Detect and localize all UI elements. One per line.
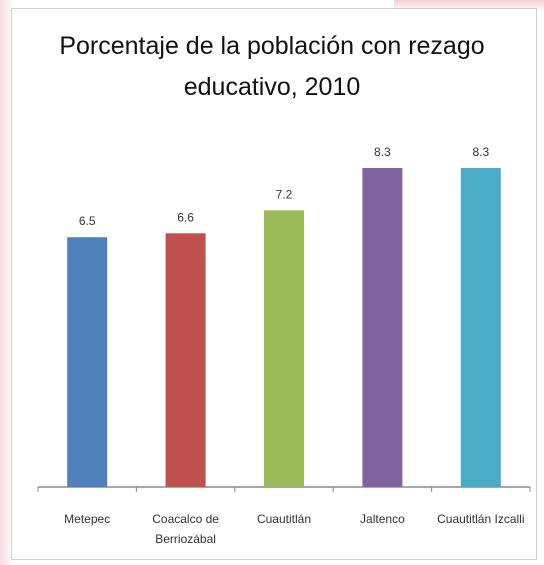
chart-title-line: educativo, 2010 <box>183 73 361 101</box>
data-label: 6.6 <box>177 210 194 224</box>
data-label: 6.5 <box>79 214 96 228</box>
data-label: 7.2 <box>276 187 293 201</box>
bar <box>362 168 403 487</box>
category-label: Berriozábal <box>155 532 216 546</box>
data-label: 8.3 <box>374 145 391 159</box>
chart-title-line: Porcentaje de la población con rezago <box>59 32 485 60</box>
data-label: 8.3 <box>472 145 489 159</box>
bar <box>264 210 304 488</box>
category-label: Jaltenco <box>360 512 405 526</box>
bar <box>67 237 108 487</box>
category-label: Coacalco de <box>152 512 219 526</box>
bar <box>460 168 501 487</box>
bar <box>165 233 206 487</box>
chart-title: Porcentaje de la población con rezago ed… <box>0 26 544 108</box>
background-decoration <box>0 0 14 565</box>
category-label: Cuautitlán <box>257 512 311 526</box>
category-label: Metepec <box>64 512 110 526</box>
category-label: Cuautitlán Izcalli <box>437 512 524 526</box>
